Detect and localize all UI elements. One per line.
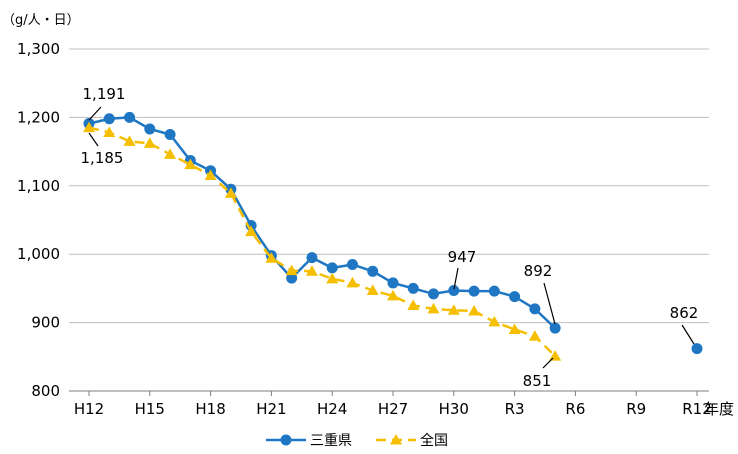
data-point: [144, 123, 156, 135]
data-point: [103, 126, 116, 137]
data-point: [428, 288, 440, 300]
data-point: [305, 265, 318, 276]
grid: [69, 48, 709, 392]
data-point: [387, 289, 399, 301]
series-line: [88, 116, 556, 330]
series-national: [83, 121, 562, 361]
data-point: [326, 262, 338, 274]
data-point: [691, 343, 703, 355]
y-tick-label: 1,100: [17, 177, 60, 195]
x-tick-label: H24: [317, 400, 347, 418]
data-point: [164, 148, 177, 159]
data-point: [83, 121, 95, 133]
data-point: [387, 277, 399, 289]
y-unit-label: （g/人・日）: [2, 13, 80, 28]
data-point: [326, 272, 339, 284]
y-tick-label: 900: [31, 314, 60, 332]
data-point: [245, 225, 258, 237]
data-label: 1,191: [83, 85, 126, 103]
data-label: 851: [523, 372, 552, 390]
legend-marker-national: [390, 434, 402, 445]
data-point: [123, 135, 136, 146]
data-point: [549, 350, 562, 361]
data-point: [488, 315, 501, 327]
annotation-leader: [681, 324, 695, 345]
data-label: 892: [524, 262, 553, 280]
data-label: 947: [448, 248, 477, 266]
data-point: [367, 265, 379, 277]
data-point: [285, 264, 298, 276]
data-point: [204, 169, 217, 181]
annotation-leader: [88, 106, 102, 121]
data-point: [407, 299, 420, 310]
data-point: [508, 323, 521, 334]
series-line: [88, 126, 556, 357]
x-tick-label: H30: [439, 400, 469, 418]
data-point: [265, 252, 278, 263]
data-point: [529, 303, 541, 315]
legend-label-national: 全国: [420, 432, 448, 449]
x-tick-label: H12: [74, 400, 104, 418]
data-point: [224, 187, 237, 198]
data-point: [346, 258, 358, 270]
data-point: [427, 302, 440, 314]
y-axis: 800 900 1,000 1,100 1,200 1,300: [17, 40, 60, 400]
data-label: 1,185: [81, 149, 124, 167]
data-point: [366, 284, 379, 295]
legend-marker-mie: [280, 434, 292, 446]
x-axis: H12 H15 H18 H21 H24 H27 H30 R3 R6 R9 R12: [74, 391, 712, 418]
y-tick-label: 1,000: [17, 245, 60, 263]
legend-label-mie: 三重県: [310, 433, 352, 449]
data-point: [509, 291, 521, 303]
series-layer: [83, 111, 703, 361]
annotation-leader: [453, 267, 459, 290]
x-tick-label: R3: [505, 400, 525, 418]
data-point: [528, 330, 541, 341]
data-point: [286, 272, 298, 284]
data-point: [124, 111, 136, 123]
data-point: [447, 304, 460, 315]
annotation-leader: [542, 357, 554, 369]
x-tick-label: H18: [195, 400, 225, 418]
data-point: [407, 282, 419, 294]
annotation-leader: [543, 282, 556, 325]
data-point: [448, 284, 460, 296]
x-tick-label: H15: [135, 400, 165, 418]
x-tick-label: R12: [682, 400, 712, 418]
data-point: [164, 129, 176, 140]
annotations: 1,191 1,185 947 892 851 862: [81, 85, 699, 390]
legend: 三重県 全国: [266, 432, 448, 449]
series-mie: [83, 111, 703, 355]
annotation-leader: [88, 132, 99, 147]
x-tick-label: R6: [565, 400, 585, 418]
data-point: [184, 158, 197, 170]
data-point: [468, 285, 480, 297]
x-tick-label: H21: [256, 400, 286, 418]
data-point: [488, 285, 500, 297]
x-tick-label: R9: [626, 400, 646, 418]
data-point: [346, 276, 359, 288]
data-point: [143, 137, 156, 148]
data-point: [549, 322, 561, 334]
data-point: [306, 252, 318, 264]
x-unit-label: 年度: [704, 400, 734, 418]
data-point: [103, 113, 115, 125]
data-point: [468, 304, 481, 316]
y-tick-label: 800: [31, 382, 60, 400]
y-tick-label: 1,300: [17, 40, 60, 58]
data-label: 862: [670, 304, 699, 322]
x-tick-label: H27: [378, 400, 408, 418]
y-tick-label: 1,200: [17, 108, 60, 126]
